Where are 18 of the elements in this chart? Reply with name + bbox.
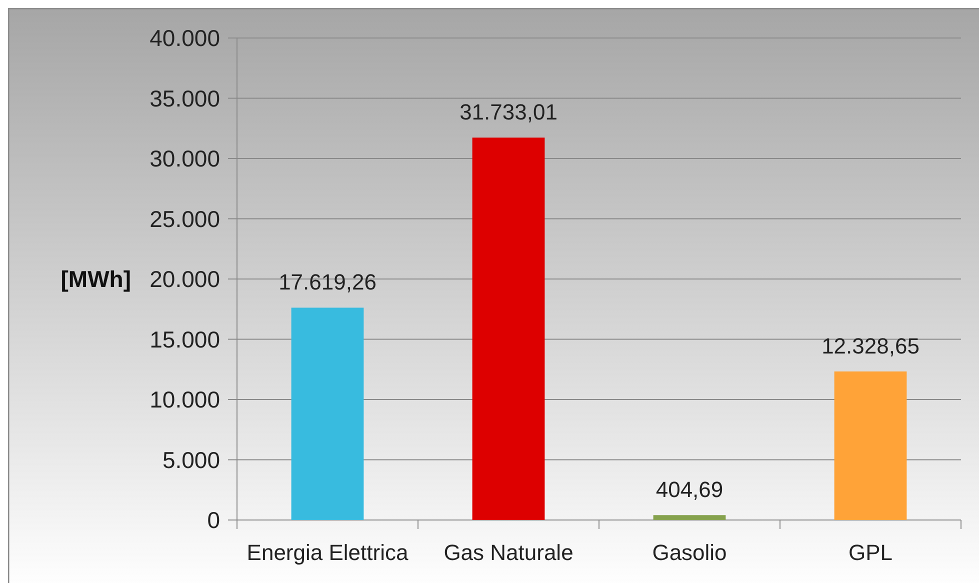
- x-tick-label: Gas Naturale: [444, 540, 574, 565]
- x-tick-label: Energia Elettrica: [246, 540, 409, 565]
- x-tick-label: Gasolio: [652, 540, 727, 565]
- y-axis-title: [MWh]: [60, 266, 131, 292]
- data-label: 17.619,26: [278, 270, 376, 295]
- y-tick-label: 10.000: [150, 386, 220, 413]
- data-label: 31.733,01: [460, 100, 558, 125]
- y-tick-label: 35.000: [150, 85, 220, 112]
- y-tick-label: 20.000: [150, 266, 220, 292]
- data-label: 404,69: [656, 477, 724, 502]
- y-tick-label: 5.000: [162, 446, 220, 473]
- y-tick-label: 25.000: [150, 206, 220, 232]
- x-tick-label: GPL: [848, 540, 893, 565]
- data-label: 12.328,65: [822, 333, 920, 358]
- y-tick-label: 40.000: [150, 25, 220, 52]
- y-tick-label: 0: [207, 507, 220, 534]
- y-tick-label: 30.000: [150, 146, 220, 172]
- y-tick-label: 15.000: [150, 326, 220, 352]
